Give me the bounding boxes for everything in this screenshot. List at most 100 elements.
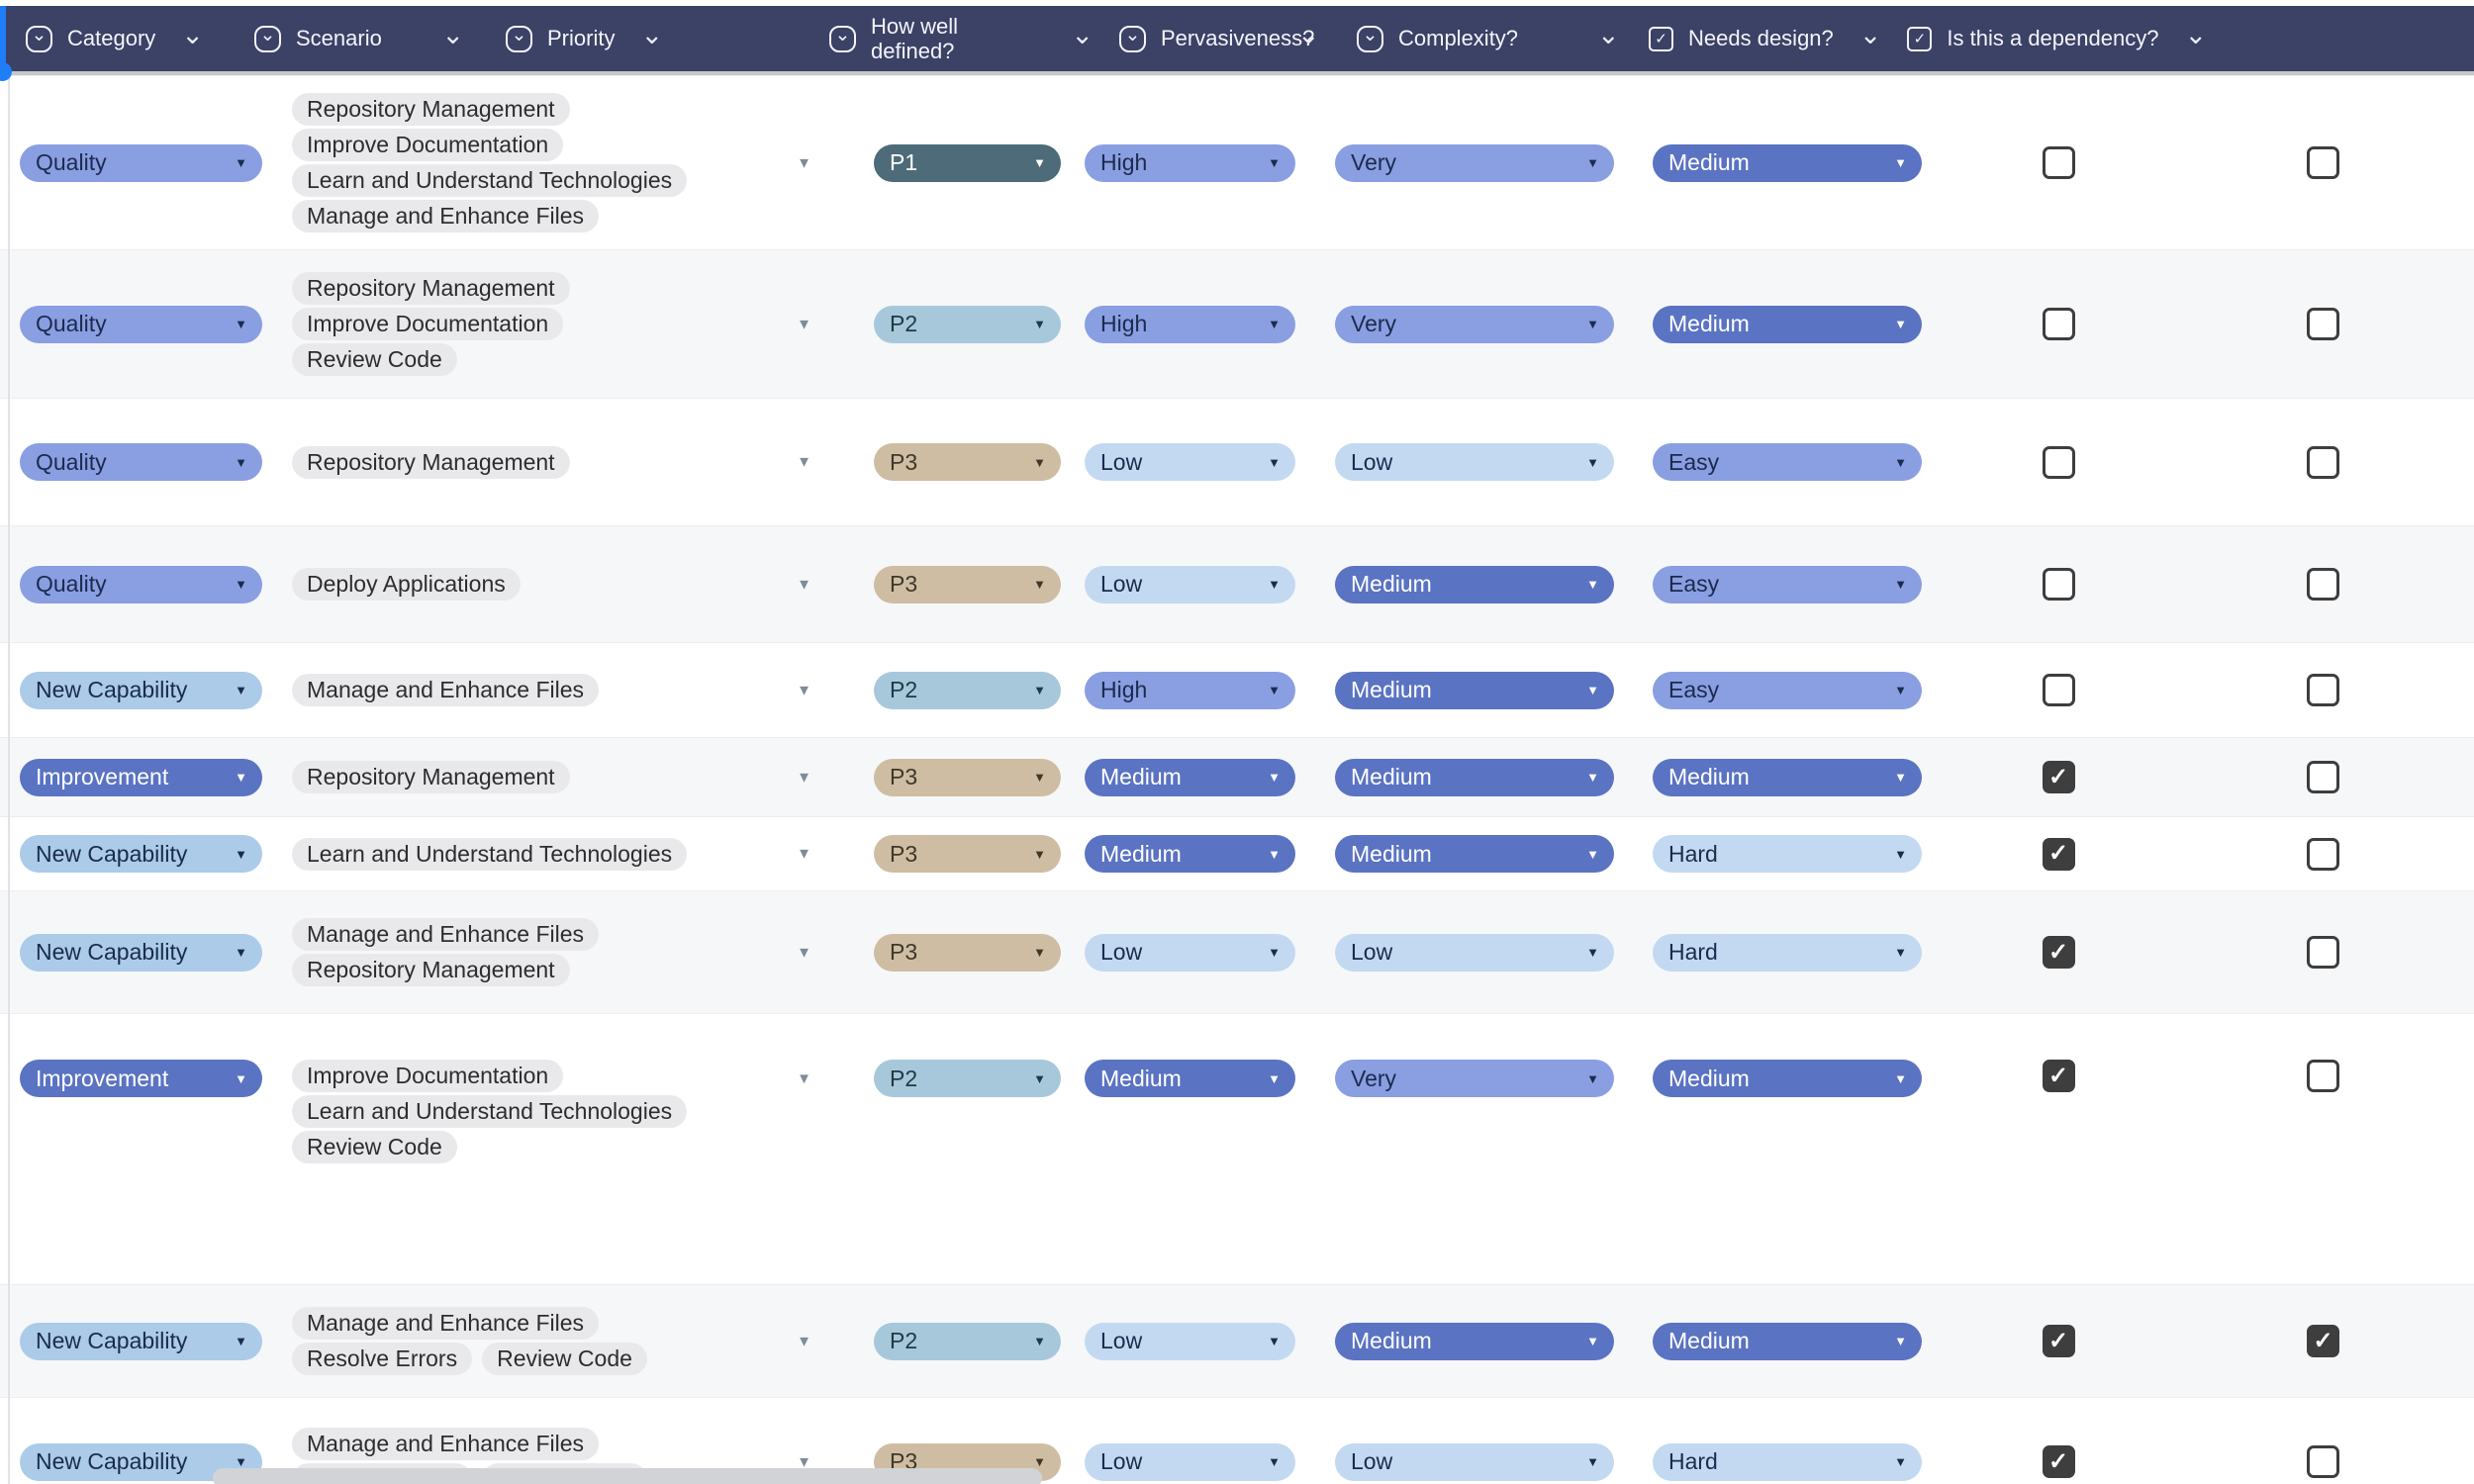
column-header-category[interactable]: ⌄ Category ⌄ <box>0 6 233 71</box>
category-pill[interactable]: Quality ▼ <box>20 443 262 481</box>
chevron-down-icon[interactable]: ⌄ <box>1858 19 1882 49</box>
scenario-cell[interactable]: Repository Management ▼ <box>277 399 841 525</box>
category-pill[interactable]: New Capability ▼ <box>20 933 262 972</box>
horizontal-scrollbar[interactable] <box>213 1468 1042 1484</box>
pervasiveness-pill[interactable]: Medium ▼ <box>1335 835 1614 873</box>
category-pill[interactable]: Improvement ▼ <box>20 1060 262 1097</box>
how-well-defined-pill[interactable]: Low ▼ <box>1085 1322 1295 1360</box>
scenario-dropdown-icon[interactable]: ▼ <box>797 845 811 863</box>
priority-pill[interactable]: P2 ▼ <box>874 1322 1061 1360</box>
scenario-dropdown-icon[interactable]: ▼ <box>797 1333 811 1349</box>
chevron-down-icon[interactable]: ⌄ <box>1297 19 1320 49</box>
complexity-pill[interactable]: Easy ▼ <box>1653 443 1922 481</box>
scenario-cell[interactable]: Improve Documentation Learn and Understan… <box>277 1014 841 1284</box>
category-pill[interactable]: Quality ▼ <box>20 565 262 603</box>
complexity-pill[interactable]: Hard ▼ <box>1653 1442 1922 1481</box>
is-dependency-checkbox[interactable] <box>2307 146 2339 179</box>
chevron-down-icon[interactable]: ⌄ <box>1071 19 1094 49</box>
pervasiveness-pill[interactable]: Very ▼ <box>1335 1060 1614 1097</box>
scenario-dropdown-icon[interactable]: ▼ <box>797 944 811 961</box>
scenario-cell[interactable]: Repository Management Improve Documentati… <box>277 250 841 398</box>
how-well-defined-pill[interactable]: High ▼ <box>1085 305 1295 343</box>
column-header-scenario[interactable]: ⌄ Scenario ⌄ <box>233 6 480 71</box>
priority-pill[interactable]: P3 ▼ <box>874 933 1061 972</box>
is-dependency-checkbox[interactable] <box>2307 1060 2339 1092</box>
complexity-pill[interactable]: Medium ▼ <box>1653 1322 1922 1360</box>
pervasiveness-pill[interactable]: Low ▼ <box>1335 443 1614 481</box>
scenario-cell[interactable]: Deploy Applications ▼ <box>277 526 841 642</box>
needs-design-checkbox[interactable] <box>2042 761 2075 793</box>
scenario-cell[interactable]: Manage and Enhance Files ▼ <box>277 643 841 737</box>
priority-pill[interactable]: P3 ▼ <box>874 443 1061 481</box>
scenario-cell[interactable]: Repository Management Improve Documentati… <box>277 76 841 249</box>
column-header-is-dependency[interactable]: ✓ Is this a dependency? ⌄ <box>1881 6 2207 71</box>
category-pill[interactable]: Quality ▼ <box>20 143 262 182</box>
priority-pill[interactable]: P3 ▼ <box>874 565 1061 603</box>
scenario-cell[interactable]: Manage and Enhance Files Repository Manag… <box>277 891 841 1013</box>
pervasiveness-pill[interactable]: Very ▼ <box>1335 143 1614 182</box>
needs-design-checkbox[interactable] <box>2042 1445 2075 1478</box>
pervasiveness-pill[interactable]: Medium ▼ <box>1335 1322 1614 1360</box>
scenario-dropdown-icon[interactable]: ▼ <box>797 576 811 593</box>
how-well-defined-pill[interactable]: Low ▼ <box>1085 565 1295 603</box>
scenario-dropdown-icon[interactable]: ▼ <box>797 769 811 786</box>
priority-pill[interactable]: P2 ▼ <box>874 305 1061 343</box>
needs-design-checkbox[interactable] <box>2042 1060 2075 1092</box>
how-well-defined-pill[interactable]: Low ▼ <box>1085 1442 1295 1481</box>
priority-pill[interactable]: P2 ▼ <box>874 1060 1061 1097</box>
column-header-complexity[interactable]: ⌄ Complexity? ⌄ <box>1341 6 1623 71</box>
how-well-defined-pill[interactable]: Low ▼ <box>1085 933 1295 972</box>
needs-design-checkbox[interactable] <box>2042 568 2075 601</box>
category-pill[interactable]: Quality ▼ <box>20 305 262 343</box>
pervasiveness-pill[interactable]: Medium ▼ <box>1335 671 1614 709</box>
is-dependency-checkbox[interactable] <box>2307 837 2339 871</box>
complexity-pill[interactable]: Medium ▼ <box>1653 1060 1922 1097</box>
add-row-dot[interactable] <box>0 62 12 81</box>
complexity-pill[interactable]: Medium ▼ <box>1653 758 1922 796</box>
pervasiveness-pill[interactable]: Low ▼ <box>1335 933 1614 972</box>
chevron-down-icon[interactable]: ⌄ <box>441 19 464 49</box>
priority-pill[interactable]: P1 ▼ <box>874 143 1061 182</box>
how-well-defined-pill[interactable]: High ▼ <box>1085 671 1295 709</box>
needs-design-checkbox[interactable] <box>2042 146 2075 179</box>
is-dependency-checkbox[interactable] <box>2307 761 2339 793</box>
chevron-down-icon[interactable]: ⌄ <box>2184 19 2208 49</box>
is-dependency-checkbox[interactable] <box>2307 674 2339 706</box>
how-well-defined-pill[interactable]: High ▼ <box>1085 143 1295 182</box>
pervasiveness-pill[interactable]: Low ▼ <box>1335 1442 1614 1481</box>
category-pill[interactable]: New Capability ▼ <box>20 1322 262 1360</box>
complexity-pill[interactable]: Easy ▼ <box>1653 671 1922 709</box>
category-pill[interactable]: New Capability ▼ <box>20 671 262 709</box>
priority-pill[interactable]: P3 ▼ <box>874 758 1061 796</box>
is-dependency-checkbox[interactable] <box>2307 445 2339 479</box>
complexity-pill[interactable]: Medium ▼ <box>1653 143 1922 182</box>
scenario-dropdown-icon[interactable]: ▼ <box>797 154 811 171</box>
how-well-defined-pill[interactable]: Medium ▼ <box>1085 835 1295 873</box>
complexity-pill[interactable]: Hard ▼ <box>1653 933 1922 972</box>
chevron-down-icon[interactable]: ⌄ <box>1597 19 1620 49</box>
needs-design-checkbox[interactable] <box>2042 445 2075 479</box>
is-dependency-checkbox[interactable] <box>2307 568 2339 601</box>
priority-pill[interactable]: P3 ▼ <box>874 835 1061 873</box>
column-header-pervasiveness[interactable]: ⌄ Pervasiveness? ⌄ <box>1094 6 1341 71</box>
column-header-needs-design[interactable]: ✓ Needs design? ⌄ <box>1623 6 1881 71</box>
pervasiveness-pill[interactable]: Medium ▼ <box>1335 758 1614 796</box>
pervasiveness-pill[interactable]: Medium ▼ <box>1335 565 1614 603</box>
needs-design-checkbox[interactable] <box>2042 1325 2075 1357</box>
scenario-dropdown-icon[interactable]: ▼ <box>797 316 811 332</box>
scenario-dropdown-icon[interactable]: ▼ <box>797 682 811 698</box>
scenario-dropdown-icon[interactable]: ▼ <box>797 1070 811 1087</box>
needs-design-checkbox[interactable] <box>2042 837 2075 871</box>
needs-design-checkbox[interactable] <box>2042 674 2075 706</box>
how-well-defined-pill[interactable]: Medium ▼ <box>1085 1060 1295 1097</box>
category-pill[interactable]: New Capability ▼ <box>20 835 262 873</box>
column-header-how-well-defined[interactable]: ⌄ How well defined? ⌄ <box>792 6 1094 71</box>
scenario-dropdown-icon[interactable]: ▼ <box>797 453 811 471</box>
complexity-pill[interactable]: Easy ▼ <box>1653 565 1922 603</box>
complexity-pill[interactable]: Medium ▼ <box>1653 305 1922 343</box>
complexity-pill[interactable]: Hard ▼ <box>1653 835 1922 873</box>
needs-design-checkbox[interactable] <box>2042 936 2075 969</box>
is-dependency-checkbox[interactable] <box>2307 1445 2339 1478</box>
priority-pill[interactable]: P2 ▼ <box>874 671 1061 709</box>
